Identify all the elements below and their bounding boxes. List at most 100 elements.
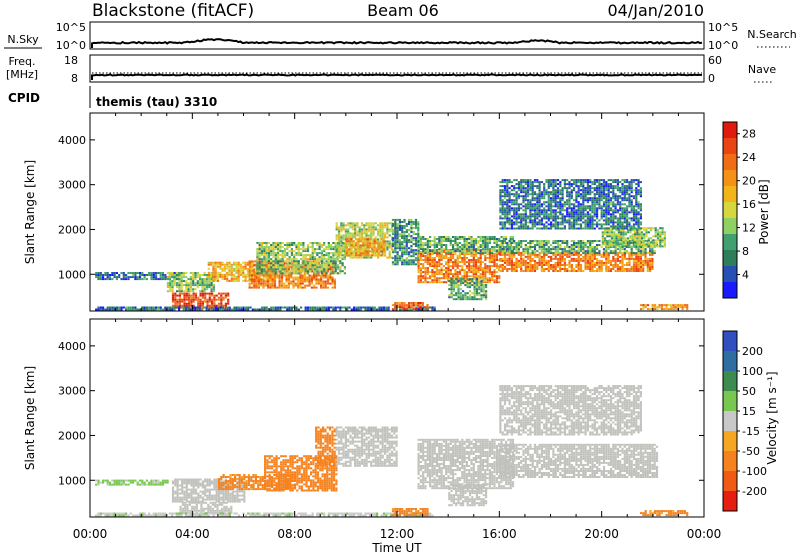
range-cell <box>481 261 485 264</box>
range-cell <box>506 264 509 266</box>
range-cell <box>295 270 298 273</box>
range-cell <box>354 228 357 231</box>
range-cell <box>501 244 504 246</box>
range-cell <box>529 253 532 256</box>
range-cell <box>503 223 507 226</box>
range-cell <box>401 261 404 264</box>
range-cell <box>608 235 611 238</box>
range-cell <box>336 260 340 263</box>
range-cell <box>582 255 585 258</box>
range-cell <box>335 244 338 247</box>
range-cell <box>508 205 511 208</box>
range-cell <box>260 282 263 285</box>
range-cell <box>422 248 425 251</box>
range-cell <box>181 298 184 301</box>
range-cell <box>364 306 367 309</box>
range-cell <box>630 266 633 268</box>
range-cell <box>644 304 647 307</box>
range-cell <box>246 261 249 264</box>
range-cell <box>596 268 599 270</box>
range-cell <box>495 277 498 280</box>
range-cell <box>134 276 137 279</box>
range-cell <box>260 252 264 255</box>
range-cell <box>563 266 566 268</box>
range-cell <box>575 257 578 260</box>
range-cell <box>488 267 491 270</box>
range-cell <box>358 256 361 259</box>
range-cell <box>531 205 534 208</box>
range-cell <box>563 270 566 272</box>
range-cell <box>520 242 523 244</box>
range-cell <box>463 240 466 242</box>
range-cell <box>283 268 287 271</box>
range-cell <box>522 270 525 272</box>
range-cell <box>330 244 333 246</box>
range-cell <box>426 304 429 307</box>
range-cell <box>267 268 270 271</box>
range-cell <box>559 257 562 260</box>
range-cell <box>508 199 511 202</box>
range-cell <box>543 244 546 246</box>
range-cell <box>205 282 209 285</box>
range-cell <box>386 230 389 233</box>
range-cell <box>543 248 546 251</box>
range-cell <box>522 199 525 202</box>
range-cell <box>185 276 188 279</box>
range-cell <box>332 306 335 309</box>
range-cell <box>310 260 313 263</box>
range-cell <box>366 308 369 311</box>
range-cell <box>159 306 162 309</box>
range-cell <box>459 298 462 301</box>
range-cell <box>533 207 537 210</box>
range-cell <box>203 284 206 287</box>
range-cell <box>197 300 200 303</box>
range-cell <box>579 253 583 256</box>
range-cell <box>563 264 566 266</box>
range-cell <box>381 228 384 231</box>
range-cell <box>623 268 626 270</box>
range-cell <box>473 298 476 301</box>
range-cell <box>570 250 573 253</box>
range-cell <box>414 263 418 266</box>
range-cell <box>122 278 125 281</box>
range-cell <box>263 250 266 253</box>
range-cell <box>315 278 318 281</box>
range-cell <box>203 286 206 289</box>
range-cell <box>456 255 459 257</box>
range-cell <box>481 269 485 272</box>
range-cell <box>493 281 496 284</box>
range-cell <box>575 246 578 248</box>
range-cell <box>515 219 518 222</box>
range-cell <box>612 264 615 266</box>
range-cell <box>313 278 316 281</box>
range-cell <box>210 288 213 291</box>
range-cell <box>290 262 293 265</box>
range-cell <box>607 257 610 260</box>
range-cell <box>324 282 327 285</box>
range-cell <box>630 253 633 256</box>
range-cell <box>320 258 323 261</box>
range-cell <box>433 267 436 270</box>
range-cell <box>458 246 462 248</box>
range-cell <box>255 284 258 287</box>
range-cell <box>337 244 341 247</box>
range-cell <box>498 238 501 240</box>
range-cell <box>524 205 527 208</box>
range-cell <box>515 221 518 224</box>
range-cell <box>456 248 459 251</box>
range-cell <box>343 268 346 271</box>
range-cell <box>300 244 303 246</box>
range-cell <box>260 280 263 283</box>
range-cell <box>125 308 128 311</box>
range-cell <box>556 244 560 246</box>
range-cell <box>454 244 457 246</box>
range-cell <box>138 276 142 279</box>
range-cell <box>529 266 532 268</box>
range-cell <box>115 308 118 311</box>
range-cell <box>524 211 527 214</box>
range-cell <box>650 227 653 230</box>
range-cell <box>538 261 541 264</box>
range-cell <box>272 308 275 311</box>
range-cell <box>543 242 546 244</box>
range-cell <box>309 262 312 265</box>
